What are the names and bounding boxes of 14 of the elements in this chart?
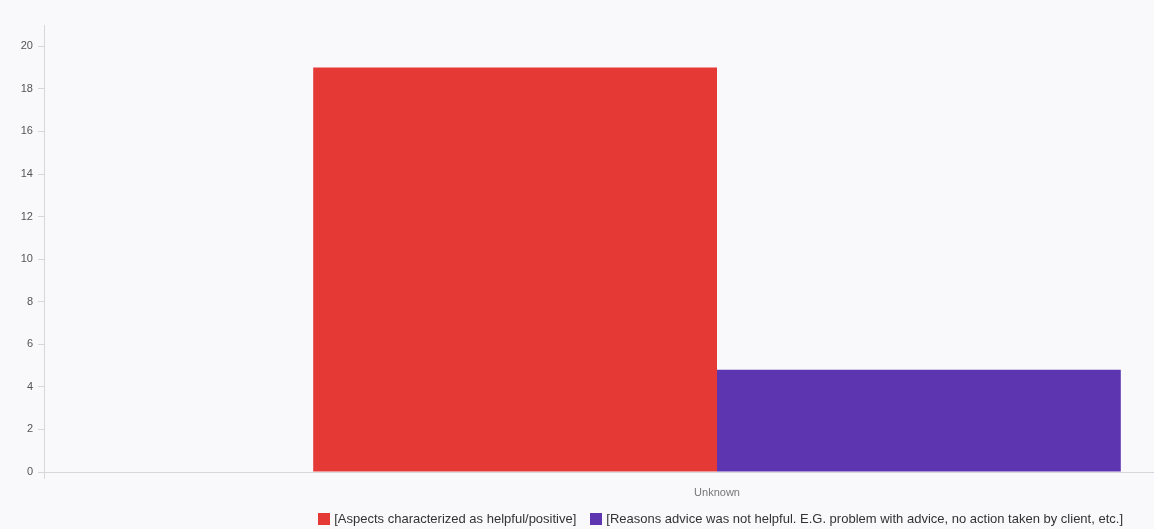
y-tick-label: 18	[20, 81, 33, 94]
legend-label: [Aspects characterized as helpful/positive]	[334, 511, 577, 526]
legend-label: [Reasons advice was not helpful. E.G. problem with advice, no action taken by client, etc.]	[606, 511, 1123, 526]
y-tick-label: 8	[26, 294, 33, 307]
y-tick-label: 2	[26, 422, 33, 435]
y-tick-label: 20	[20, 39, 33, 52]
y-tick-label: 16	[20, 124, 33, 137]
y-tick-label: 4	[26, 379, 33, 392]
y-tick-label: 0	[26, 465, 33, 478]
y-tick-label: 6	[26, 337, 33, 350]
y-tick-label: 12	[20, 209, 33, 222]
y-tick-label: 14	[20, 167, 33, 180]
y-tick-label: 10	[20, 252, 33, 265]
x-tick-label: Unknown	[694, 485, 740, 498]
